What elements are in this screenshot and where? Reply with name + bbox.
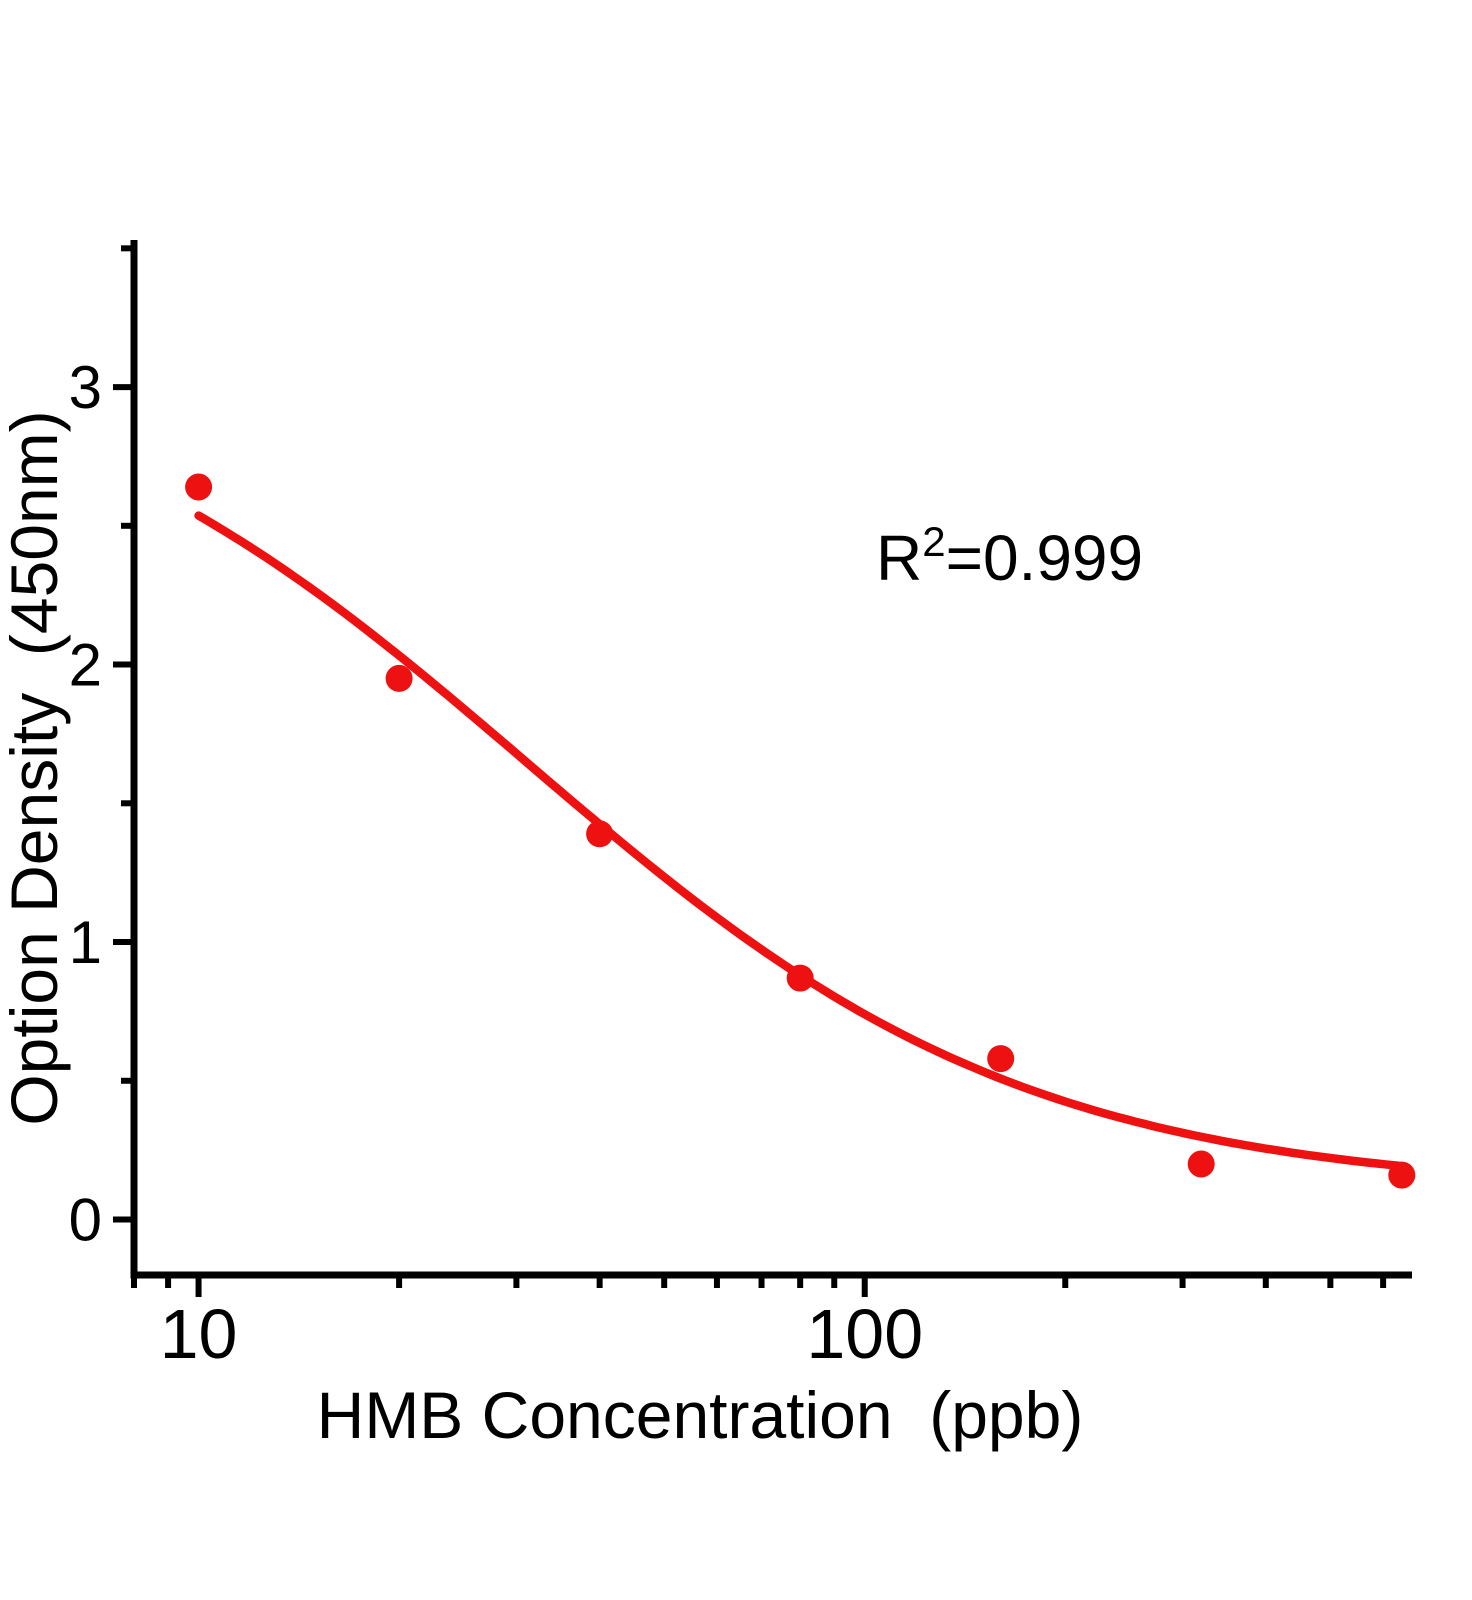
y-axis-title: Option Density (450nm) xyxy=(0,410,71,1125)
data-point xyxy=(786,964,814,992)
data-points xyxy=(185,473,1416,1189)
y-tick-label: 0 xyxy=(69,1187,102,1254)
axis-frame xyxy=(130,240,1412,1279)
y-tick-label: 3 xyxy=(69,354,102,421)
y-axis: 0 1 2 3 xyxy=(69,245,134,1254)
r-squared-annotation: R2=0.999 xyxy=(876,518,1143,594)
data-point xyxy=(1187,1150,1215,1178)
fit-curve-line xyxy=(194,511,1407,1171)
data-point xyxy=(987,1045,1015,1073)
data-point xyxy=(185,473,213,501)
data-point xyxy=(1388,1161,1416,1189)
data-point xyxy=(385,664,413,692)
data-point xyxy=(586,820,614,848)
y-tick-label: 1 xyxy=(69,909,102,976)
x-axis-title: HMB Concentration (ppb) xyxy=(317,1378,1084,1452)
x-tick-label: 10 xyxy=(160,1295,238,1373)
x-axis: 10 100 xyxy=(131,1275,1387,1373)
x-tick-label: 100 xyxy=(806,1295,923,1373)
y-tick-label: 2 xyxy=(69,632,102,699)
